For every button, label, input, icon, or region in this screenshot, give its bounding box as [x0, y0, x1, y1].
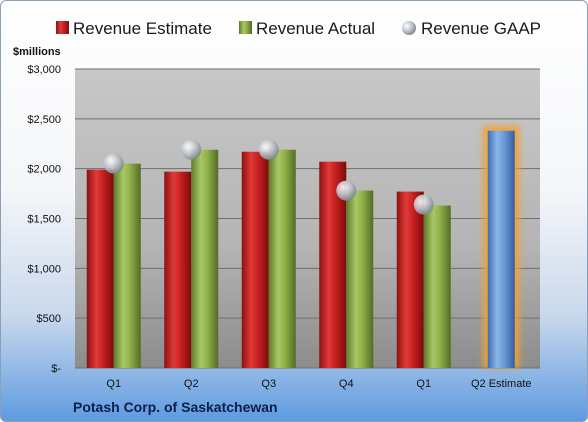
bar-estimate [241, 151, 269, 368]
legend-swatch-actual [239, 21, 252, 34]
y-tick-label: $2,000 [27, 164, 61, 176]
legend-label-estimate: Revenue Estimate [73, 19, 212, 38]
bar-estimate [86, 169, 114, 368]
point-gaap [413, 194, 434, 215]
legend-label-actual: Revenue Actual [256, 19, 375, 38]
x-tick-label: Q3 [261, 378, 276, 390]
bar-actual [346, 190, 374, 368]
bar-actual [423, 205, 451, 368]
legend-swatch-estimate [56, 21, 69, 34]
legend: Revenue Estimate Revenue Actual Revenue … [56, 19, 541, 38]
y-tick-label: $500 [37, 313, 61, 325]
bar-estimate [396, 191, 424, 368]
x-tick-label: Q2 Estimate [471, 378, 532, 390]
point-gaap [181, 139, 202, 160]
bar-estimate [164, 171, 192, 368]
bar-forecast-estimate [487, 130, 515, 368]
x-tick-label: Q4 [339, 378, 354, 390]
bars [86, 125, 520, 368]
y-axis-ticks: $- $500 $1,000 $1,500 $2,000 $2,500 $3,000 [27, 64, 61, 375]
bar-actual [113, 163, 141, 368]
legend-label-gaap: Revenue GAAP [421, 19, 541, 38]
gaap-points [103, 139, 434, 215]
y-tick-label: $1,000 [27, 263, 61, 275]
x-tick-label: Q1 [416, 378, 431, 390]
point-gaap [103, 153, 124, 174]
gridlines [75, 68, 540, 369]
x-tick-label: Q1 [106, 378, 121, 390]
y-tick-label: $1,500 [27, 214, 61, 226]
x-tick-label: Q2 [184, 378, 199, 390]
y-axis-unit-label: $millions [13, 46, 61, 58]
legend-swatch-gaap [402, 21, 416, 35]
y-tick-label: $3,000 [27, 64, 61, 76]
y-tick-label: $- [51, 363, 61, 375]
bar-actual [191, 149, 219, 368]
point-gaap [258, 139, 279, 160]
company-name: Potash Corp. of Saskatchewan [73, 399, 278, 415]
point-gaap [336, 180, 357, 201]
y-tick-label: $2,500 [27, 114, 61, 126]
x-axis-ticks: Q1 Q2 Q3 Q4 Q1 Q2 Estimate [106, 378, 531, 390]
bar-actual [268, 149, 296, 368]
